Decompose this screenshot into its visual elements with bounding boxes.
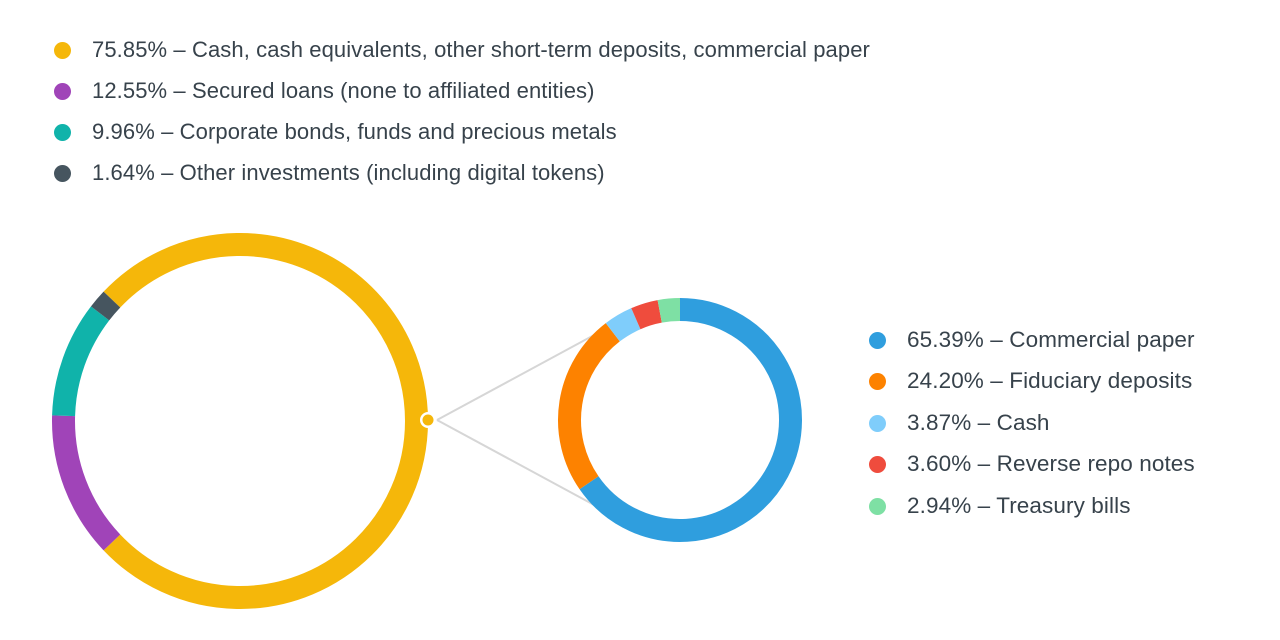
legend-dot-icon: [54, 41, 71, 59]
legend-label: 1.64% – Other investments (including dig…: [92, 160, 605, 185]
donut-segment[interactable]: [605, 308, 641, 342]
legend-item: 24.20% – Fiduciary deposits: [869, 366, 1192, 396]
legend-label: 12.55% – Secured loans (none to affiliat…: [92, 78, 595, 103]
legend-item: 3.60% – Reverse repo notes: [869, 449, 1195, 479]
donut-segment[interactable]: [657, 298, 681, 323]
legend-label: 24.20% – Fiduciary deposits: [907, 368, 1193, 393]
connector-line-bottom: [436, 419, 597, 507]
main-donut-chart: [52, 233, 428, 609]
donut-segment[interactable]: [52, 306, 110, 417]
legend-label: 75.85% – Cash, cash equivalents, other s…: [92, 37, 870, 62]
legend-dot-icon: [54, 164, 71, 182]
legend-dot-icon: [869, 497, 886, 515]
donut-segment[interactable]: [579, 298, 802, 542]
legend-item: 2.94% – Treasury bills: [869, 491, 1131, 521]
legend-item: 12.55% – Secured loans (none to affiliat…: [54, 76, 595, 106]
legend-item: 9.96% – Corporate bonds, funds and preci…: [54, 117, 617, 147]
legend-item: 1.64% – Other investments (including dig…: [54, 158, 605, 188]
legend-label: 2.94% – Treasury bills: [907, 493, 1131, 518]
legend-item: 65.39% – Commercial paper: [869, 325, 1195, 355]
legend-item: 3.87% – Cash: [869, 408, 1050, 438]
legend-label: 65.39% – Commercial paper: [907, 327, 1195, 352]
zoom-connector: [436, 333, 597, 507]
donut-segment[interactable]: [558, 323, 620, 490]
legend-dot-icon: [54, 82, 71, 100]
legend-label: 3.87% – Cash: [907, 410, 1050, 435]
connector-dot-icon: [422, 414, 434, 426]
legend-label: 9.96% – Corporate bonds, funds and preci…: [92, 119, 617, 144]
legend-dot-icon: [869, 372, 886, 390]
connector-line-top: [436, 333, 597, 421]
legend-item: 75.85% – Cash, cash equivalents, other s…: [54, 35, 870, 65]
legend-dot-icon: [54, 123, 71, 141]
donut-segment[interactable]: [631, 300, 663, 330]
donut-segment[interactable]: [103, 233, 428, 609]
donut-segment[interactable]: [90, 291, 121, 321]
legend-label: 3.60% – Reverse repo notes: [907, 451, 1195, 476]
legend-dot-icon: [869, 331, 886, 349]
legend-dot-icon: [869, 455, 886, 473]
legend-dot-icon: [869, 414, 886, 432]
donut-segment[interactable]: [52, 415, 121, 551]
breakdown-donut-chart: [558, 298, 802, 542]
